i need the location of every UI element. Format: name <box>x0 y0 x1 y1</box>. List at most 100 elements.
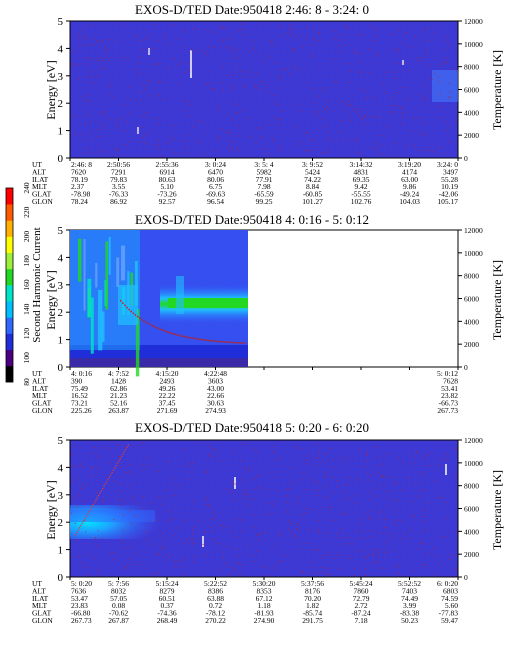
temperature-dot <box>139 142 141 144</box>
temperature-dot <box>120 300 122 302</box>
temperature-dot <box>408 537 410 539</box>
temperature-dot <box>287 67 289 69</box>
temperature-dot <box>354 502 356 504</box>
temperature-dot <box>233 87 235 89</box>
temperature-dot <box>185 146 187 148</box>
temperature-dot <box>367 564 369 566</box>
colorbar-segment <box>6 188 13 205</box>
temperature-dot <box>243 109 245 111</box>
temperature-dot <box>300 448 302 450</box>
ephemeris-cell: 3:14:32 <box>350 160 373 169</box>
temperature-dot <box>410 529 413 531</box>
temperature-dot <box>429 150 431 152</box>
temperature-dot <box>448 82 451 84</box>
temperature-dot <box>293 536 295 538</box>
temperature-dot <box>123 116 125 118</box>
temperature-dot <box>127 444 129 446</box>
ephemeris-cell: -42.06 <box>439 190 459 199</box>
temperature-dot <box>214 450 216 452</box>
temperature-dot <box>321 557 323 559</box>
ephemeris-cell: 267.87 <box>108 616 129 625</box>
temperature-dot <box>383 145 385 147</box>
temperature-dot <box>212 511 214 513</box>
temperature-dot <box>156 40 159 42</box>
temperature-dot <box>311 55 314 57</box>
temperature-dot <box>370 25 372 27</box>
temperature-dot <box>197 338 200 340</box>
ephemeris-cell: 4:22:48 <box>204 369 227 378</box>
temperature-dot <box>244 84 246 87</box>
ephemeris-cell: 2:55:36 <box>156 160 179 169</box>
temperature-dot <box>294 47 296 50</box>
energy-tick-label: 1 <box>58 335 64 347</box>
temperature-dot <box>367 473 369 475</box>
temperature-dot <box>96 492 98 494</box>
temperature-dot <box>227 574 229 576</box>
temperature-dot <box>83 25 85 27</box>
temperature-dot <box>120 499 123 501</box>
temperature-dot <box>350 119 352 121</box>
colorbar-segment <box>6 317 13 334</box>
temperature-dot <box>357 494 359 496</box>
temperature-dot <box>109 462 111 464</box>
temperature-dot <box>392 551 394 553</box>
temperature-dot <box>328 553 330 555</box>
temperature-dot <box>405 62 407 65</box>
temperature-dot <box>143 320 145 322</box>
temperature-dot <box>292 27 294 29</box>
temperature-dot <box>120 504 122 506</box>
ephemeris-cell: 52.16 <box>110 399 127 408</box>
temperature-dot <box>217 569 219 571</box>
temperature-dot <box>351 543 353 545</box>
temperature-dot <box>91 138 93 141</box>
temperature-dot <box>296 524 299 526</box>
temperature-dot <box>378 456 380 458</box>
temperature-dot <box>309 561 311 563</box>
panel-1-high-energy-patch <box>432 70 458 102</box>
spectrogram-stripe <box>87 278 92 317</box>
temperature-dot <box>393 71 395 73</box>
temperature-dot <box>74 522 76 524</box>
temperature-dot <box>421 510 424 512</box>
ephemeris-cell: 3: 9:52 <box>302 160 323 169</box>
ephemeris-cell: 102.76 <box>351 197 372 206</box>
temperature-dot <box>332 476 334 478</box>
temperature-dot <box>122 542 125 544</box>
temperature-dot <box>248 71 250 73</box>
temperature-dot <box>380 134 382 136</box>
temperature-dot <box>151 324 153 327</box>
temperature-dot <box>193 337 195 340</box>
temperature-dot <box>223 551 225 553</box>
temperature-dot <box>79 527 81 529</box>
temperature-dot <box>278 144 280 146</box>
temperature-dot <box>317 530 319 532</box>
colorbar: 80 100 120 140 160 180 200 220 240 Second Harmon… <box>5 182 43 386</box>
temperature-dot <box>217 109 219 111</box>
temperature-dot <box>313 444 315 446</box>
ephemeris-cell: 5:52:52 <box>398 579 421 588</box>
temperature-dot <box>255 84 257 86</box>
ephemeris-cell: 21.23 <box>110 391 127 400</box>
ephemeris-cell: -66.73 <box>439 399 459 408</box>
temperature-dot <box>212 88 214 90</box>
temperature-dot <box>228 149 230 151</box>
temperature-dot <box>384 541 386 543</box>
temperature-tick-label: 2000 <box>464 550 479 559</box>
temperature-dot <box>272 140 274 142</box>
temperature-dot <box>74 497 76 499</box>
temperature-dot <box>445 453 447 455</box>
temperature-dot <box>208 455 210 457</box>
temperature-dot <box>167 520 169 522</box>
temperature-dot <box>173 152 175 154</box>
temperature-dot <box>271 513 273 515</box>
ephemeris-row-label: GLAT <box>32 609 52 618</box>
temperature-dot <box>83 152 85 154</box>
temperature-dot <box>80 488 82 490</box>
temperature-dot <box>170 517 172 520</box>
temperature-dot <box>342 139 344 141</box>
ephemeris-cell: 101.27 <box>302 197 323 206</box>
temperature-dot <box>387 505 389 507</box>
temperature-dot <box>359 108 361 110</box>
temperature-dot <box>107 478 109 481</box>
spectrogram-stripe <box>83 239 86 311</box>
